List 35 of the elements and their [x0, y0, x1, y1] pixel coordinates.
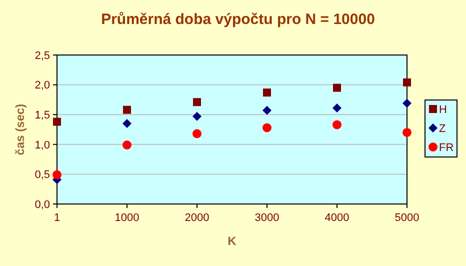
point: [52, 170, 62, 180]
point: [262, 106, 272, 115]
point: [122, 119, 132, 128]
point: [332, 104, 342, 113]
y-tick-label: 0,5: [34, 169, 50, 182]
x-axis-title: K: [228, 234, 237, 248]
chart-title: Průměrná doba výpočtu pro N = 10000: [101, 11, 375, 28]
y-tick-label: 1,0: [34, 139, 50, 152]
point: [332, 120, 342, 130]
y-tick-label: 0,0: [34, 198, 50, 211]
x-tick-label: 4000: [324, 212, 350, 224]
point: [53, 118, 61, 126]
legend-label: FR: [439, 142, 454, 154]
point: [192, 129, 202, 138]
point: [122, 140, 132, 150]
legend-label: H: [439, 104, 447, 116]
point: [402, 98, 412, 108]
x-tick-label: 2000: [184, 212, 210, 224]
y-axis-title: čas (sec): [13, 104, 27, 156]
y-tick-label: 2,5: [34, 50, 50, 62]
point: [333, 84, 341, 92]
y-tick-label: 2,0: [34, 80, 50, 92]
y-tick-label: 1,5: [34, 109, 50, 122]
x-tick-label: 1: [54, 212, 60, 224]
point: [402, 128, 412, 137]
point: [123, 106, 131, 114]
point: [263, 88, 271, 97]
x-tick-label: 1000: [114, 212, 140, 224]
point: [403, 78, 411, 86]
x-tick-label: 3000: [254, 212, 280, 224]
point: [192, 112, 202, 121]
point: [262, 123, 272, 132]
point: [193, 98, 201, 106]
x-tick-label: 5000: [394, 212, 420, 224]
legend-label: Z: [439, 122, 446, 135]
